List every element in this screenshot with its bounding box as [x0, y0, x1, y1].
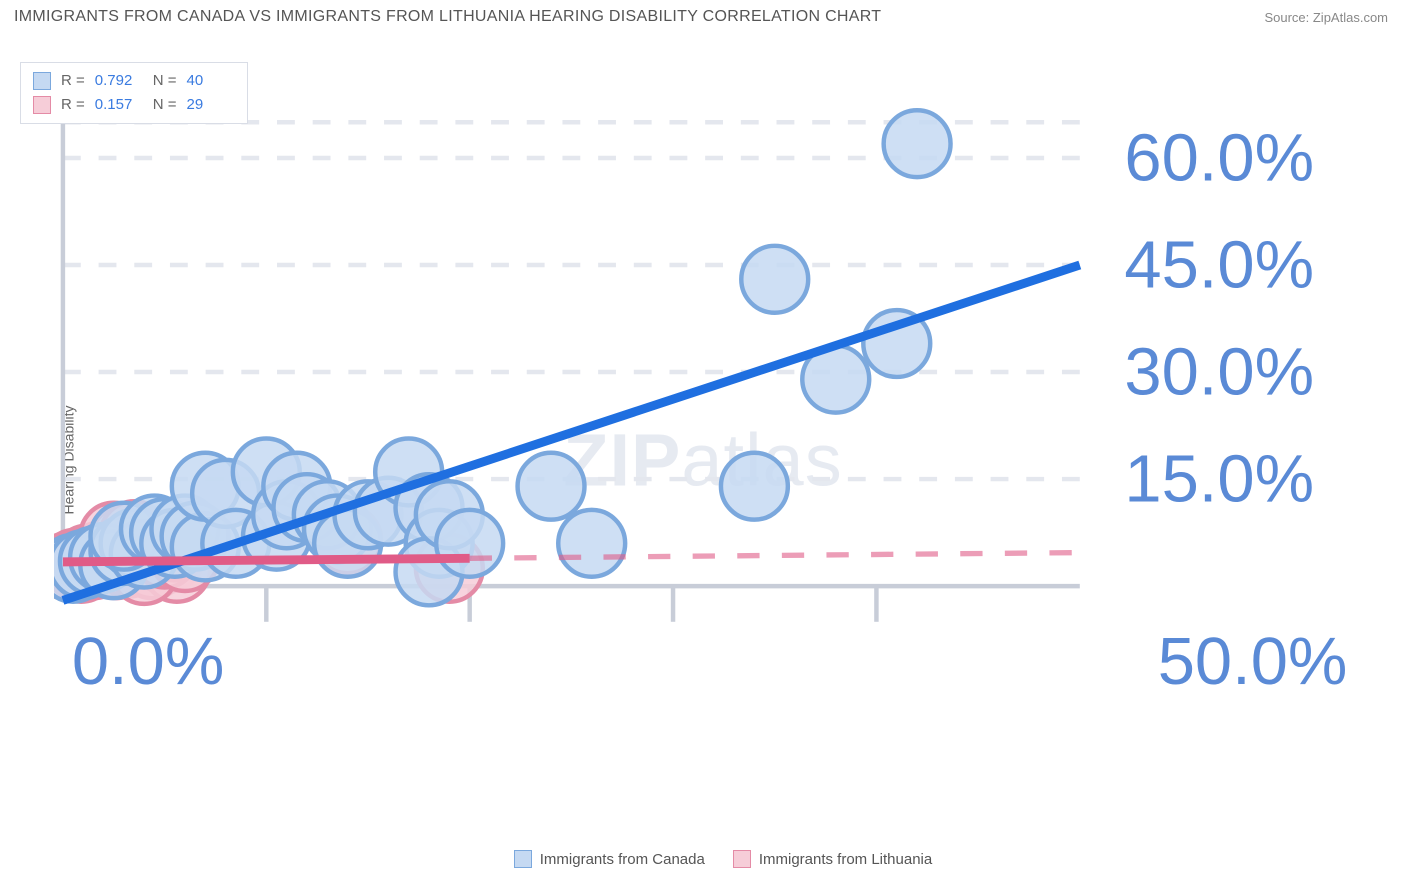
legend-item-lithuania: Immigrants from Lithuania [733, 850, 932, 868]
chart-title: IMMIGRANTS FROM CANADA VS IMMIGRANTS FRO… [14, 8, 881, 26]
svg-text:45.0%: 45.0% [1124, 227, 1314, 302]
legend-item-canada: Immigrants from Canada [514, 850, 705, 868]
stats-n-value-lithuania: 29 [187, 93, 235, 117]
legend-swatch-lithuania [733, 850, 751, 868]
bottom-legend: Immigrants from Canada Immigrants from L… [54, 840, 1392, 878]
legend-label-canada: Immigrants from Canada [540, 851, 705, 868]
svg-text:0.0%: 0.0% [72, 624, 224, 699]
stats-r-label: R = [61, 69, 85, 93]
legend-swatch-canada [514, 850, 532, 868]
stats-row-lithuania: R = 0.157 N = 29 [33, 93, 235, 117]
legend-label-lithuania: Immigrants from Lithuania [759, 851, 932, 868]
stats-swatch-canada [33, 72, 51, 90]
svg-text:30.0%: 30.0% [1124, 334, 1314, 409]
source-attribution: Source: ZipAtlas.com [1264, 10, 1388, 25]
svg-text:15.0%: 15.0% [1124, 441, 1314, 516]
header-bar: IMMIGRANTS FROM CANADA VS IMMIGRANTS FRO… [0, 0, 1406, 34]
stats-n-value-canada: 40 [187, 69, 235, 93]
stats-r-label: R = [61, 93, 85, 117]
svg-text:50.0%: 50.0% [1158, 624, 1348, 699]
stats-n-label: N = [153, 69, 177, 93]
stats-n-label: N = [153, 93, 177, 117]
stats-r-value-lithuania: 0.157 [95, 93, 143, 117]
scatter-plot: 15.0% 30.0% 45.0% 60.0% 0.0% 50.0% [54, 42, 1392, 711]
stats-r-value-canada: 0.792 [95, 69, 143, 93]
chart-container: Hearing Disability ZIPatlas 15.0%30.0%45… [14, 42, 1392, 878]
svg-text:60.0%: 60.0% [1124, 120, 1314, 195]
stats-swatch-lithuania [33, 96, 51, 114]
stats-legend: R = 0.792 N = 40 R = 0.157 N = 29 [20, 62, 248, 124]
stats-row-canada: R = 0.792 N = 40 [33, 69, 235, 93]
